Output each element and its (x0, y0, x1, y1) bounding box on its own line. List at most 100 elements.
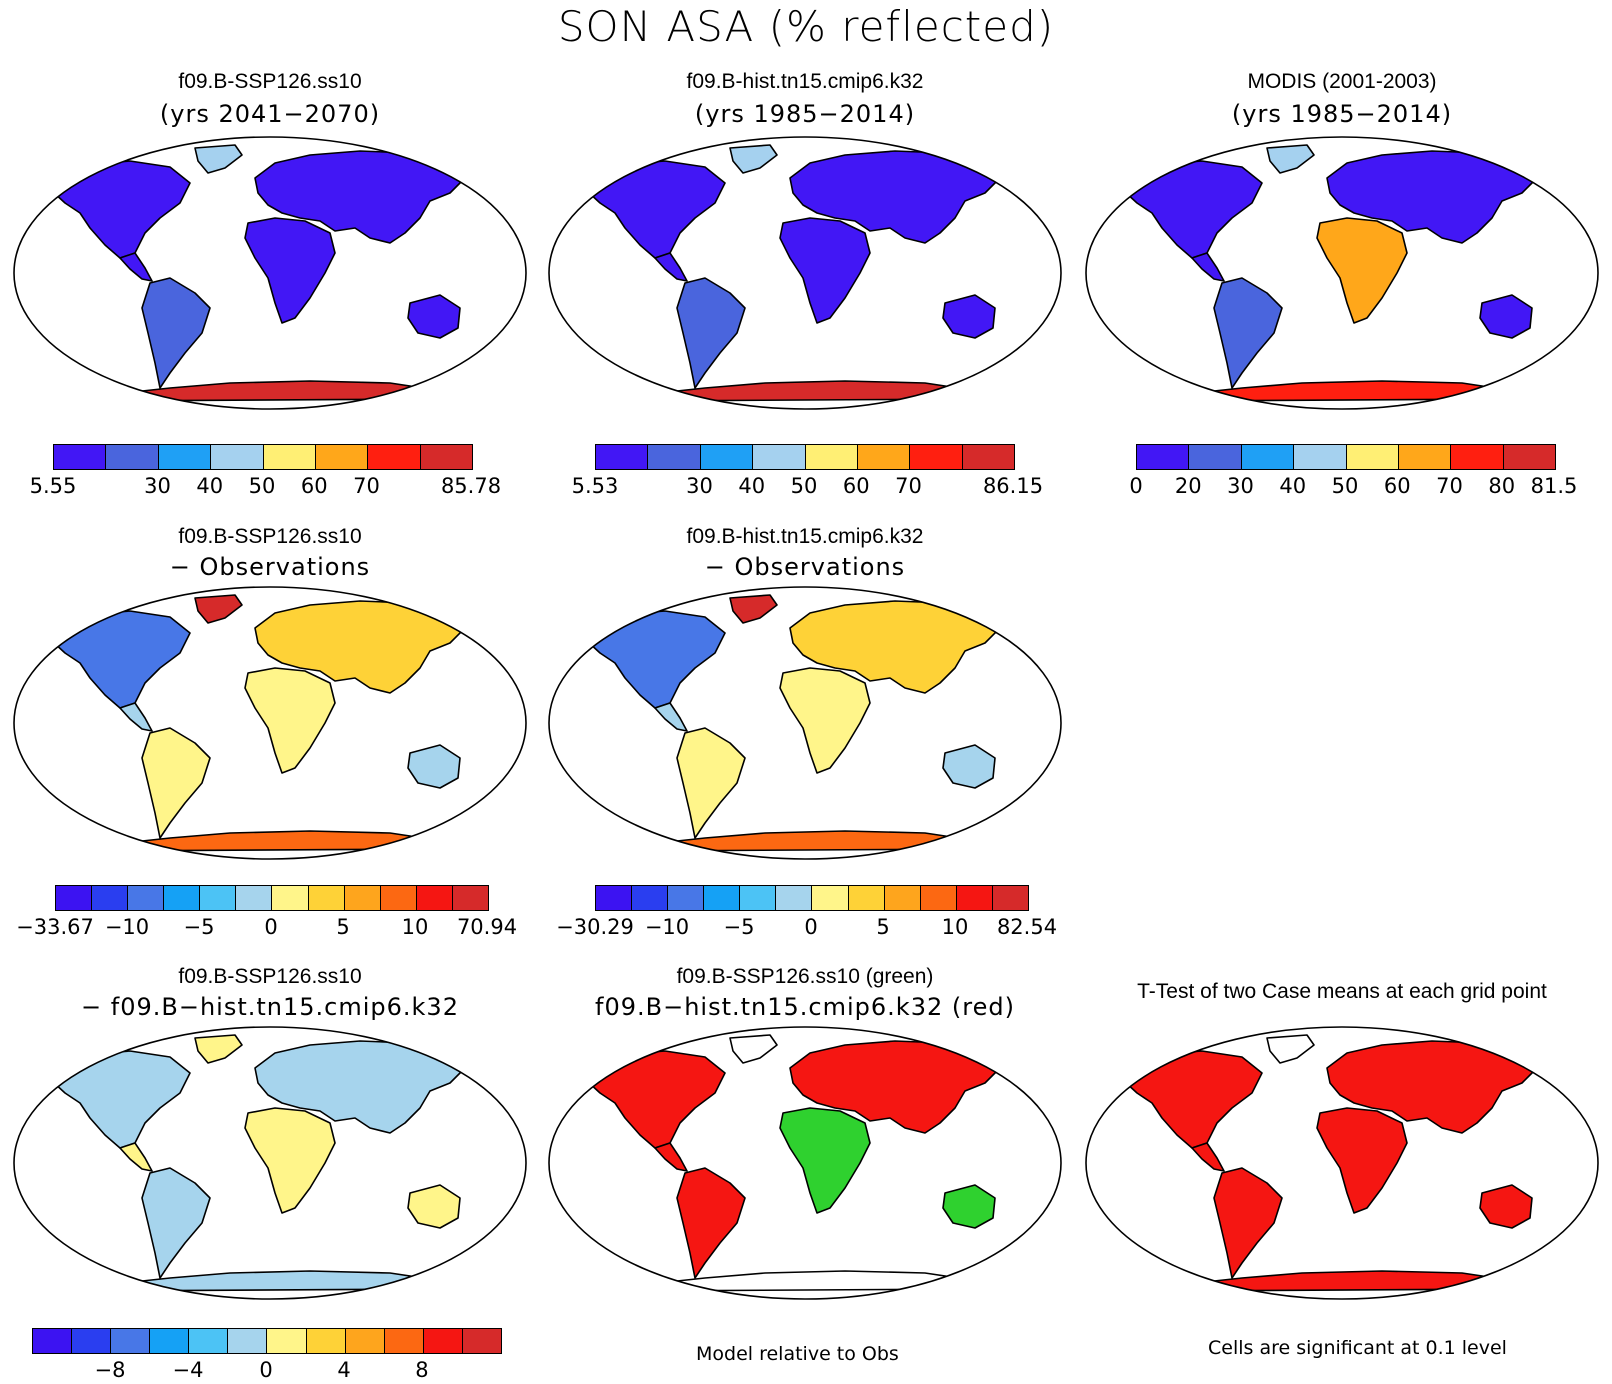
landmass-greenland (194, 1034, 243, 1064)
landmass-africa (779, 667, 871, 774)
landmass-europe-asia (789, 600, 1001, 694)
cb-label: 5 (336, 915, 350, 939)
landmass-south-america (141, 1167, 211, 1279)
cb-label: 0 (1129, 474, 1143, 498)
panel-ssp126-absolute: f09.B-SSP126.ss10 (yrs 2041−2070) 5.55 3… (0, 70, 540, 500)
panel-subtitle: − f09.B−hist.tn15.cmip6.k32 (81, 993, 459, 1021)
landmass-australia (407, 1184, 461, 1229)
colorbar-swatch (267, 1329, 307, 1353)
map-hist-bias (548, 586, 1062, 860)
colorbar-swatch (776, 886, 813, 910)
colorbar-labels: 0 20 30 40 50 60 70 80 81.5 (1129, 474, 1577, 500)
landmass-australia (407, 294, 461, 339)
landmass-central-america (119, 1142, 153, 1172)
colorbar-labels: 5.53 30 40 50 60 70 86.15 (572, 474, 1043, 500)
colorbar-swatch (315, 445, 369, 469)
panel-title: MODIS (2001-2003) (1247, 70, 1437, 93)
model-relative-note: Model relative to Obs (696, 1343, 899, 1365)
cb-label: 81.5 (1530, 474, 1578, 498)
landmass-south-america (676, 1167, 746, 1279)
landmass-greenland (194, 594, 243, 624)
colorbar-labels: −8 −4 0 4 8 (32, 1358, 500, 1384)
cb-label: 40 (196, 474, 224, 498)
colorbar-swatch (1241, 445, 1295, 469)
colorbar-swatch (236, 886, 273, 910)
cb-label: 70 (1436, 474, 1463, 498)
colorbar-swatch (384, 1329, 424, 1353)
colorbar-swatch (740, 886, 777, 910)
landmass-central-america (1191, 1142, 1225, 1172)
cb-label: 5.55 (29, 474, 77, 498)
panel-title: f09.B-SSP126.ss10 (178, 70, 362, 93)
cb-label: 5.53 (571, 474, 619, 498)
panel-title: f09.B-SSP126.ss10 (green) (676, 965, 934, 988)
colorbar-swatch (106, 445, 159, 469)
colorbar-swatch (632, 886, 669, 910)
cb-label: −5 (183, 915, 215, 939)
colorbar-swatch (228, 1329, 268, 1353)
cb-label: 60 (300, 474, 328, 498)
panel-subtitle: − Observations (169, 553, 371, 581)
colorbar-swatch (158, 445, 212, 469)
cb-label: 40 (1279, 474, 1307, 498)
landmass-greenland (729, 144, 778, 174)
landmass-north-america (49, 160, 191, 259)
landmass-central-america (119, 702, 153, 732)
landmass-europe-asia (789, 150, 1001, 244)
colorbar-swatch (72, 1329, 112, 1353)
landmass-europe-asia (254, 1040, 466, 1134)
map-boundary (548, 136, 1062, 410)
colorbar-swatch (1137, 445, 1190, 469)
cb-label: 70.94 (456, 915, 518, 939)
colorbar-labels: −33.67 −10 −5 0 5 10 70.94 (16, 915, 517, 941)
cb-label: 86.15 (982, 474, 1044, 498)
landmass-south-america (141, 277, 211, 389)
colorbar-swatch (992, 886, 1028, 910)
colorbar-swatch (704, 886, 741, 910)
cb-label: 0 (264, 915, 278, 939)
colorbar-swatch (54, 445, 107, 469)
landmass-north-america (1121, 160, 1263, 259)
colorbar-swatch (857, 445, 911, 469)
landmass-greenland (729, 594, 778, 624)
cb-label: 5 (876, 915, 890, 939)
colorbar-swatch (1503, 445, 1555, 469)
cb-label: 30 (144, 474, 171, 498)
colorbar-swatch (462, 1329, 501, 1353)
landmass-south-america (676, 727, 746, 839)
landmass-antarctica (99, 830, 441, 852)
panel-subtitle: f09.B−hist.tn15.cmip6.k32 (red) (595, 993, 1015, 1021)
colorbar-swatch (962, 445, 1014, 469)
cb-label: −33.67 (16, 915, 94, 939)
colorbar-swatch (263, 445, 316, 469)
colorbar-swatch (272, 886, 309, 910)
colorbar-swatch (380, 886, 417, 910)
landmass-antarctica (1171, 1270, 1513, 1292)
map-boundary (13, 1026, 527, 1300)
cb-label: −5 (723, 915, 755, 939)
panel-subtitle: (yrs 1985−2014) (1231, 100, 1453, 128)
cb-label: 30 (686, 474, 713, 498)
landmass-central-america (654, 1142, 688, 1172)
colorbar-swatch (753, 445, 806, 469)
cb-label: 82.54 (996, 915, 1058, 939)
colorbar (1136, 444, 1556, 470)
cb-label: −10 (644, 915, 690, 939)
colorbar (595, 444, 1015, 470)
map-ssp126 (13, 136, 527, 410)
map-boundary (1085, 136, 1599, 410)
panel-title: f09.B-hist.tn15.cmip6.k32 (686, 70, 924, 93)
colorbar-swatch (420, 445, 472, 469)
colorbar-swatch (668, 886, 705, 910)
landmass-north-america (49, 1050, 191, 1149)
colorbar-swatch (416, 886, 453, 910)
colorbar-swatch (150, 1329, 190, 1353)
panel-subtitle: − Observations (704, 553, 906, 581)
colorbar-swatch (423, 1329, 463, 1353)
colorbar-swatch (910, 445, 963, 469)
landmass-africa (1316, 217, 1408, 324)
cb-label: −30.29 (556, 915, 634, 939)
significance-note: Cells are significant at 0.1 level (1208, 1337, 1507, 1359)
colorbar-swatch (1398, 445, 1452, 469)
cb-label: 85.78 (440, 474, 502, 498)
